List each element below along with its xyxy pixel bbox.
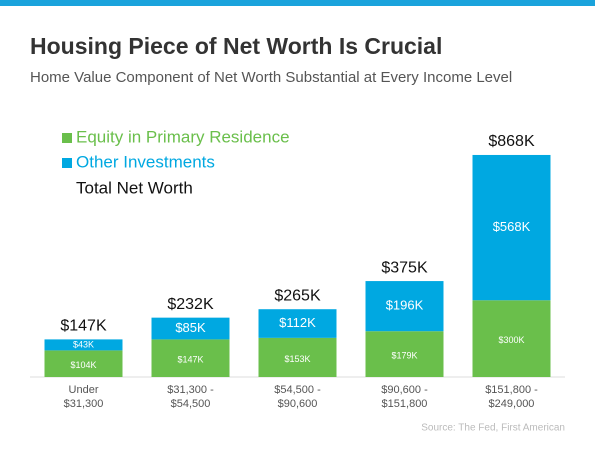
bar-segment — [44, 350, 123, 377]
bar-segment — [258, 337, 337, 377]
x-tick-label: $151,800 - — [485, 384, 538, 396]
total-label: $147K — [60, 318, 107, 335]
source: Source: The Fed, First American — [421, 423, 565, 434]
legend-label: Other Investments — [76, 152, 215, 171]
value-label: $153K — [284, 354, 310, 364]
value-label: $568K — [493, 219, 531, 234]
x-tick-label: $249,000 — [489, 398, 535, 410]
legend-label: Equity in Primary Residence — [76, 127, 290, 146]
x-tick-label: $31,300 — [64, 398, 104, 410]
value-label: $196K — [386, 298, 424, 313]
x-tick-label: $54,500 — [171, 398, 211, 410]
x-tick-label: $151,800 — [382, 398, 428, 410]
x-tick-label: $90,600 — [278, 398, 318, 410]
bar-segment — [365, 281, 444, 332]
bar-segment — [151, 317, 230, 340]
value-label: $147K — [177, 355, 203, 365]
bar-segment — [44, 339, 123, 351]
bar-segment — [151, 339, 230, 377]
total-label: $375K — [381, 259, 428, 276]
bar-segment — [472, 300, 551, 377]
x-tick-label: $31,300 - — [167, 384, 214, 396]
legend-swatch — [62, 133, 72, 143]
chart-subtitle: Home Value Component of Net Worth Substa… — [30, 69, 512, 86]
value-label: $179K — [391, 350, 417, 360]
bar-segment — [472, 154, 551, 301]
legend-label: Total Net Worth — [76, 178, 193, 197]
chart-title: Housing Piece of Net Worth Is Crucial — [30, 33, 442, 59]
bar-segment — [365, 331, 444, 377]
total-label: $868K — [488, 133, 535, 150]
bar-segment — [258, 309, 337, 338]
value-label: $104K — [70, 360, 96, 370]
x-tick-label: $54,500 - — [274, 384, 321, 396]
total-label: $265K — [274, 287, 321, 304]
legend-swatch — [62, 158, 72, 168]
top-bar — [0, 0, 595, 6]
x-tick-label: Under — [69, 384, 99, 396]
value-label: $43K — [73, 339, 94, 349]
total-label: $232K — [167, 296, 214, 313]
x-tick-label: $90,600 - — [381, 384, 428, 396]
value-label: $85K — [175, 320, 206, 335]
value-label: $112K — [279, 315, 316, 330]
value-label: $300K — [498, 335, 524, 345]
